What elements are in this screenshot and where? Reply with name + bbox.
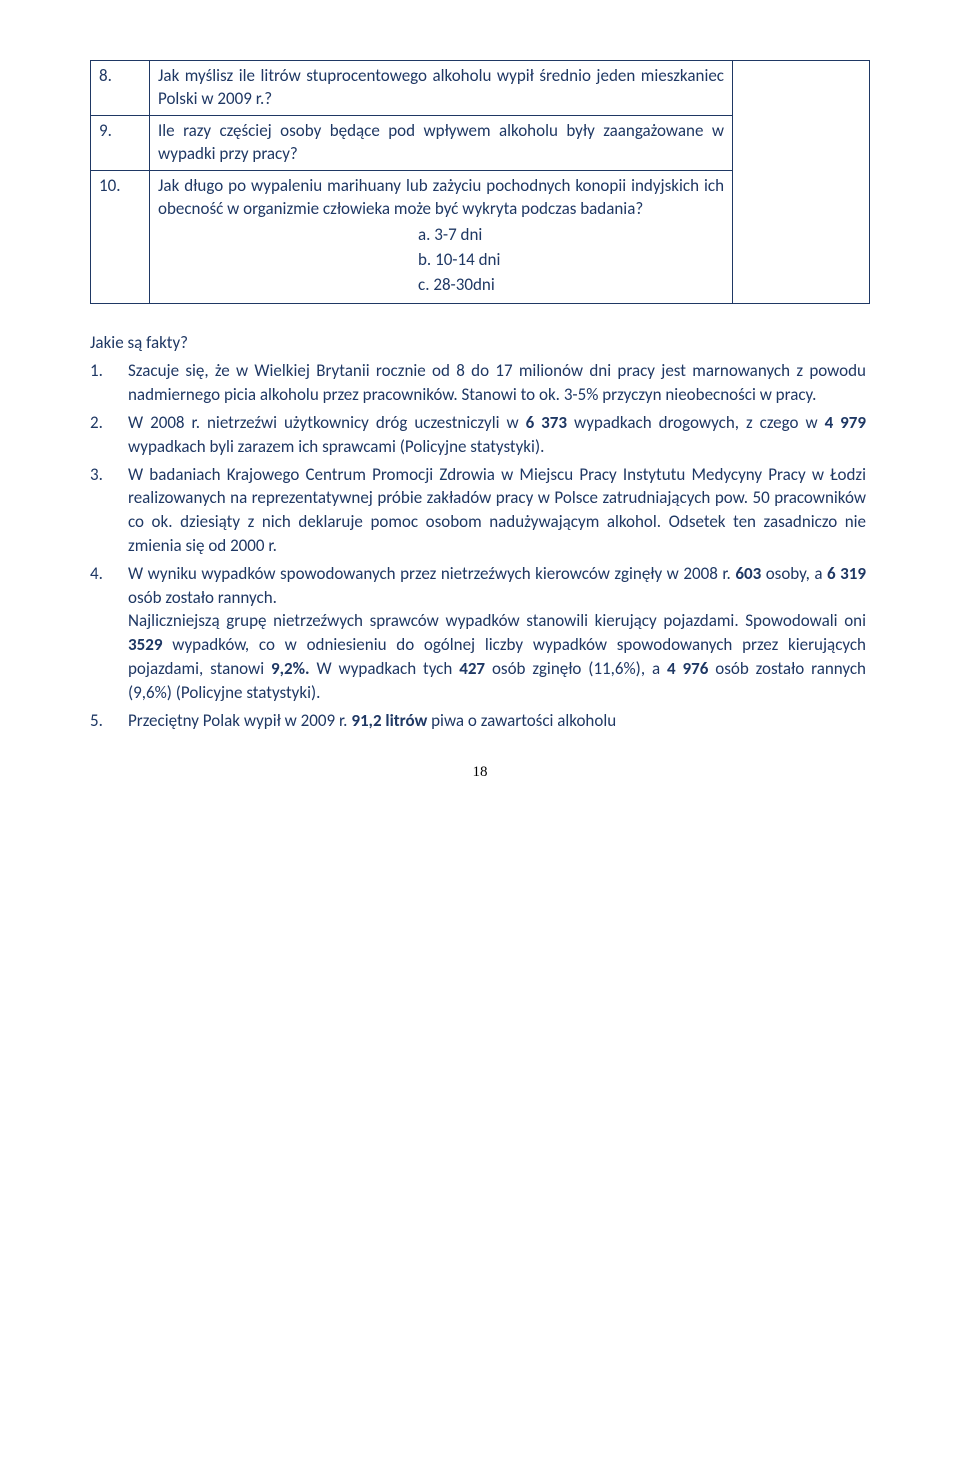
quiz-text: Ile razy częściej osoby będące pod wpływ… — [150, 115, 733, 170]
fact-number: 2. — [90, 409, 128, 461]
quiz-number: 10. — [91, 170, 150, 304]
fact-number: 4. — [90, 560, 128, 707]
option-text: 10-14 dni — [435, 249, 500, 270]
option-text: 3-7 dni — [434, 224, 482, 245]
fact-row: 3. W badaniach Krajowego Centrum Promocj… — [90, 461, 870, 560]
quiz-number: 9. — [91, 115, 150, 170]
fact-number: 3. — [90, 461, 128, 560]
fact-text: W 2008 r. nietrzeźwi użytkownicy dróg uc… — [128, 409, 870, 461]
fact-text: W badaniach Krajowego Centrum Promocji Z… — [128, 461, 870, 560]
fact-text: Przeciętny Polak wypił w 2009 r. 91,2 li… — [128, 707, 870, 735]
quiz-text: Jak myślisz ile litrów stuprocentowego a… — [150, 61, 733, 116]
page-number: 18 — [90, 764, 870, 781]
quiz-text: Jak długo po wypaleniu marihuany lub zaż… — [150, 170, 733, 304]
fact-row: 1. Szacuje się, że w Wielkiej Brytanii r… — [90, 357, 870, 409]
quiz-option: a. 3-7 dni — [418, 223, 724, 248]
fact-row: 5. Przeciętny Polak wypił w 2009 r. 91,2… — [90, 707, 870, 735]
option-text: 28-30dni — [433, 274, 494, 295]
document-page: 8. Jak myślisz ile litrów stuprocentoweg… — [0, 0, 960, 821]
fact-number: 5. — [90, 707, 128, 735]
quiz-table: 8. Jak myślisz ile litrów stuprocentoweg… — [90, 60, 870, 304]
quiz-number: 8. — [91, 61, 150, 116]
option-label: a. — [418, 224, 430, 245]
option-label: b. — [418, 249, 431, 270]
fact-row: 4. W wyniku wypadków spowodowanych przez… — [90, 560, 870, 707]
quiz-answer-column — [733, 61, 870, 304]
facts-heading: Jakie są fakty? — [90, 332, 870, 353]
fact-row: 2. W 2008 r. nietrzeźwi użytkownicy dróg… — [90, 409, 870, 461]
fact-text: W wyniku wypadków spowodowanych przez ni… — [128, 560, 870, 707]
facts-table: 1. Szacuje się, że w Wielkiej Brytanii r… — [90, 357, 870, 734]
fact-text: Szacuje się, że w Wielkiej Brytanii rocz… — [128, 357, 870, 409]
quiz-options: a. 3-7 dni b. 10-14 dni c. 28-30dni — [158, 221, 724, 300]
option-label: c. — [418, 274, 429, 295]
quiz-question-text: Jak długo po wypaleniu marihuany lub zaż… — [158, 175, 724, 219]
quiz-option: c. 28-30dni — [418, 273, 724, 298]
quiz-option: b. 10-14 dni — [418, 248, 724, 273]
quiz-row: 8. Jak myślisz ile litrów stuprocentoweg… — [91, 61, 870, 116]
fact-number: 1. — [90, 357, 128, 409]
